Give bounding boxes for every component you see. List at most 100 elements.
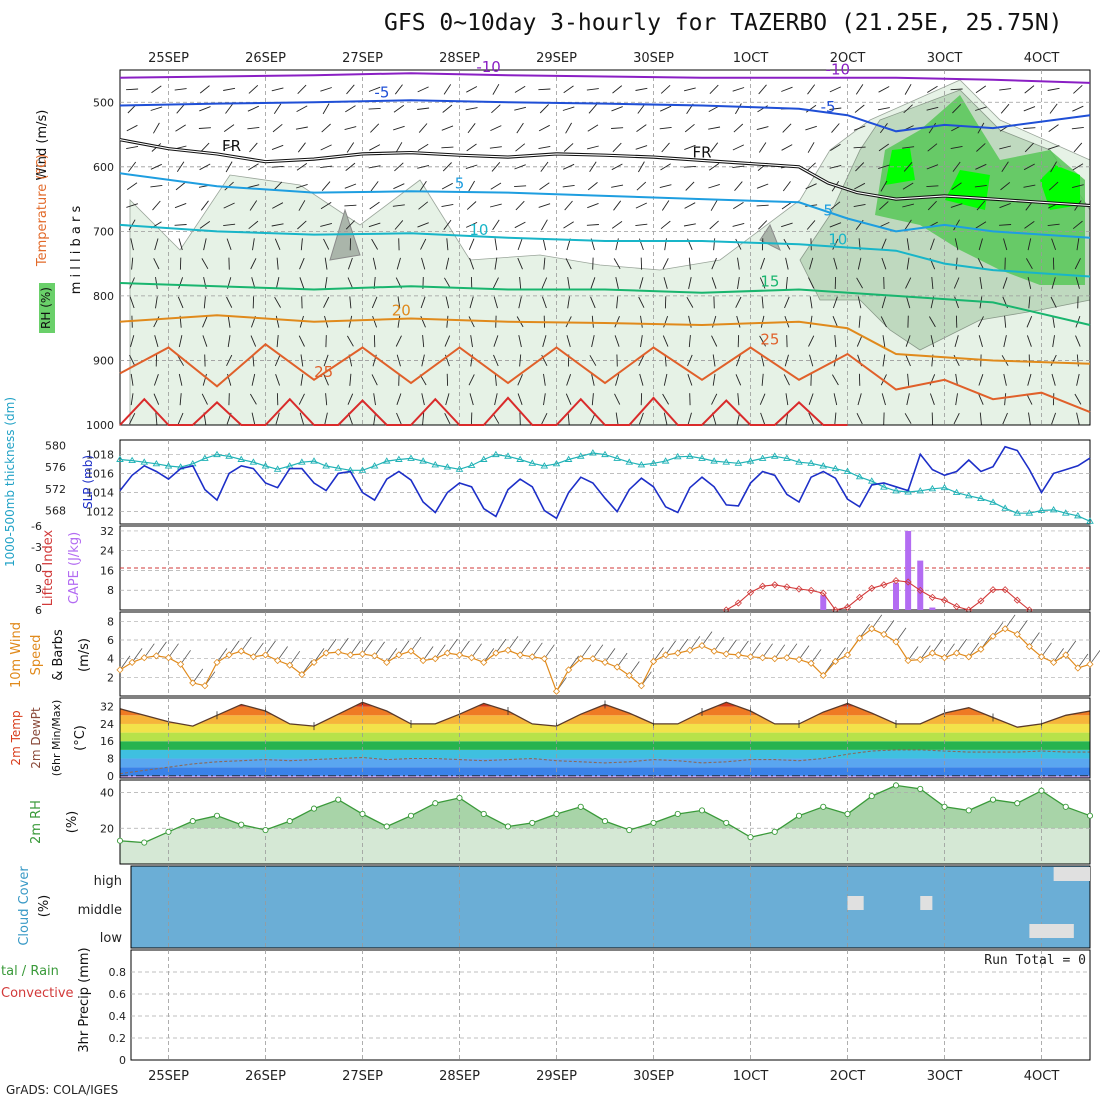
wind-barb xyxy=(178,335,183,348)
wind-barb xyxy=(493,354,499,367)
wind10m-point xyxy=(662,651,670,659)
wind10m-barb xyxy=(422,646,434,661)
wind-barb xyxy=(882,335,886,348)
rh2m-tick-label: 20 xyxy=(100,822,114,835)
wind-barb xyxy=(712,354,716,367)
wind-barb xyxy=(756,204,769,207)
wind10m-units-label: (m/s) xyxy=(77,638,92,672)
thickness-point xyxy=(734,459,743,466)
wind-barb xyxy=(955,373,958,386)
wind-barb xyxy=(443,219,452,230)
wind-barb xyxy=(396,257,401,270)
wind10m-barb xyxy=(507,636,519,651)
wind10m-point xyxy=(892,638,900,646)
wind-barb xyxy=(953,219,960,231)
wind10m-barb xyxy=(1053,648,1064,663)
wind-barb xyxy=(417,107,430,110)
rh-axis-label: RH (%) xyxy=(39,287,53,329)
wind-barb xyxy=(760,412,766,425)
wind-barb xyxy=(832,238,839,250)
lifted-index-point xyxy=(904,578,912,586)
wind10m-barb xyxy=(410,636,422,652)
wind10m-barb xyxy=(374,641,385,657)
thickness-point xyxy=(710,457,718,464)
wind10m-barb xyxy=(313,648,325,663)
wind-barb xyxy=(126,203,138,208)
wind-barb xyxy=(1048,124,1059,132)
wind-barb xyxy=(1071,184,1084,189)
wind-tick-label: 4 xyxy=(107,653,114,666)
wind-barb xyxy=(950,88,963,91)
thickness-point xyxy=(395,455,403,462)
date-label-top: 3OCT xyxy=(927,51,963,66)
wind-barb xyxy=(807,142,815,153)
wind-panel-bg xyxy=(120,612,1090,696)
date-label-top: 2OCT xyxy=(830,51,866,66)
wind10m-barb xyxy=(337,637,349,653)
thickness-point xyxy=(273,465,282,472)
wind-barb xyxy=(662,393,669,405)
wind-barb xyxy=(709,220,719,230)
thickness-point xyxy=(698,454,706,461)
wind-barb xyxy=(640,335,643,348)
thickness-point xyxy=(589,449,597,456)
thickness-point xyxy=(770,452,779,459)
wind-barb xyxy=(1024,85,1035,94)
rh2m-units-label: (%) xyxy=(65,811,80,834)
wind-barb xyxy=(806,220,816,230)
wind-barb xyxy=(638,161,645,173)
wind-barb xyxy=(562,184,575,188)
wind-barb xyxy=(226,354,233,366)
wind-barb xyxy=(663,373,668,386)
thickness-point xyxy=(964,491,973,499)
wind-barb xyxy=(1076,238,1080,251)
precip-axis-label-2: Convective xyxy=(1,986,74,1001)
wind-barb xyxy=(760,257,766,270)
wind-barb xyxy=(227,315,231,328)
wind-barb xyxy=(902,203,915,208)
wind-barb xyxy=(591,393,594,406)
wind-barb xyxy=(1047,145,1060,150)
wind-barb xyxy=(563,143,574,152)
wind-barb xyxy=(247,184,260,189)
wind10m-point xyxy=(843,651,852,659)
wind10m-point xyxy=(965,653,973,661)
wind-barb xyxy=(856,335,863,347)
lifted-index-point xyxy=(759,582,767,590)
cape-bar xyxy=(893,582,899,610)
wind-barb xyxy=(274,354,281,367)
slp-series-line xyxy=(119,445,1091,520)
li-tick-label: 3 xyxy=(35,583,42,596)
wind-barb xyxy=(1004,393,1007,406)
li-tick-label: 6 xyxy=(35,604,42,617)
wind-barb xyxy=(926,164,939,170)
wind-barb xyxy=(711,335,718,347)
isotherm-label: -5 xyxy=(821,98,836,116)
thickness-point xyxy=(1086,517,1094,524)
temp2m-band xyxy=(120,723,1090,733)
rh2m-point xyxy=(868,793,875,800)
rh2m-point xyxy=(432,800,439,807)
chart-title: GFS 0~10day 3-hourly for TAZERBO (21.25E… xyxy=(384,10,1063,36)
wind-barb xyxy=(733,123,744,133)
wind-barb xyxy=(153,122,160,134)
wind10m-point xyxy=(674,649,682,657)
isotherm-label: 15 xyxy=(760,272,779,290)
wind10m-point xyxy=(625,671,633,680)
wind-barb xyxy=(126,182,138,190)
wind-barb xyxy=(1074,393,1082,405)
wind-barb xyxy=(903,162,913,172)
lifted-index-point xyxy=(892,577,900,585)
wind-barb xyxy=(1047,87,1060,91)
wind10m-barb xyxy=(325,638,337,654)
wind-barb xyxy=(662,335,669,347)
wind-barb xyxy=(271,223,284,227)
thickness-point xyxy=(940,483,949,491)
temperature-axis-label: Temperature (°C) xyxy=(35,154,50,267)
wind-barb xyxy=(393,183,405,190)
isotherm-freezing-line-inner xyxy=(119,139,1091,207)
pressure-tick-label: 800 xyxy=(93,290,114,303)
wind-barb xyxy=(1051,373,1056,386)
wind-barb xyxy=(271,144,284,151)
date-label-top: 27SEP xyxy=(342,51,383,66)
